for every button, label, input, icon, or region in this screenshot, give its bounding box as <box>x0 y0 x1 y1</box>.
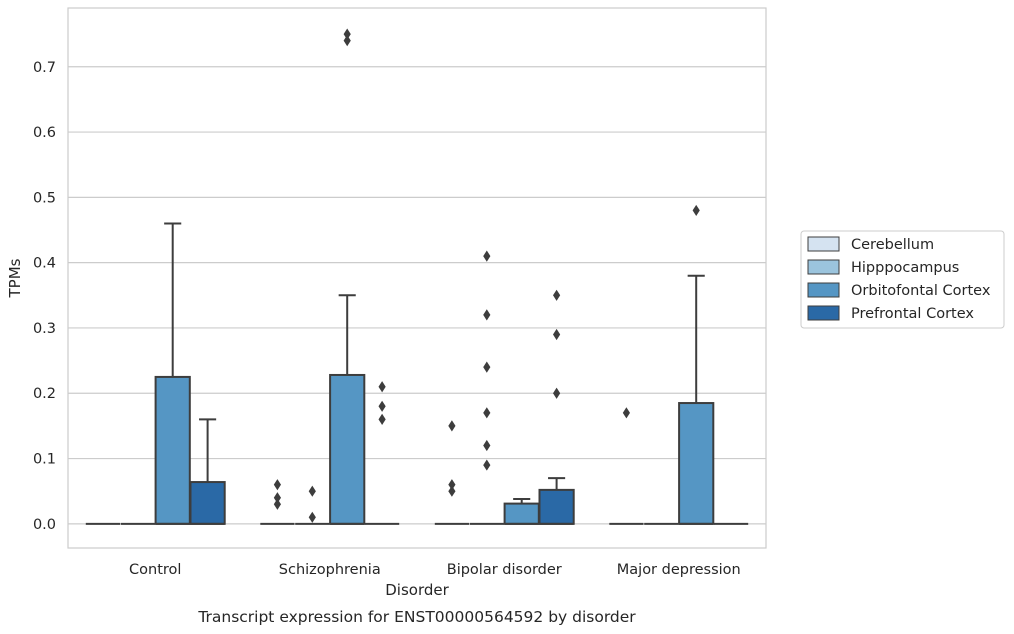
box-group <box>503 498 540 525</box>
box-body <box>329 373 366 525</box>
y-tick-label: 0.0 <box>33 517 56 533</box>
outlier-point <box>378 381 386 393</box>
y-tick-label: 0.6 <box>33 125 56 141</box>
outlier-point <box>483 459 491 471</box>
outlier-point <box>692 204 700 217</box>
legend-label: Orbitofontal Cortex <box>851 283 991 299</box>
box-body <box>189 481 226 525</box>
plot-boxes <box>85 28 749 525</box>
outlier-point <box>343 35 351 47</box>
box-group <box>678 204 715 525</box>
outlier-point <box>308 511 316 523</box>
box-group <box>609 407 644 525</box>
outlier-point <box>448 485 456 497</box>
y-tick-label: 0.7 <box>33 60 56 76</box>
outlier-point <box>273 498 281 510</box>
box-group <box>364 381 400 525</box>
legend: Cerebellum Hipppocampus Orbitofontal Corte… <box>800 230 1005 329</box>
box-body <box>538 488 575 525</box>
outlier-point <box>483 309 491 321</box>
outlier-point <box>553 328 561 341</box>
y-tick-label: 0.4 <box>33 256 56 272</box>
outlier-point <box>483 439 491 452</box>
y-tick-label: 0.5 <box>33 190 56 206</box>
outlier-point <box>308 485 316 497</box>
outlier-point <box>273 492 281 504</box>
y-axis-ticks: 0.0 0.1 0.2 0.3 0.4 0.5 0.6 0.7 <box>33 60 56 533</box>
outlier-point <box>483 250 491 262</box>
outlier-point <box>483 407 491 419</box>
chart-title: Transcript expression for ENST0000056459… <box>197 608 636 626</box>
box-group <box>189 418 226 525</box>
legend-swatch <box>807 236 840 252</box>
legend-frame <box>800 230 1005 329</box>
outlier-point <box>483 361 491 373</box>
y-axis-label: TPMs <box>6 258 24 298</box>
legend-swatch <box>807 305 840 321</box>
box-body <box>503 502 540 525</box>
legend-label: Hipppocampus <box>851 260 959 276</box>
outlier-point <box>448 420 456 432</box>
outlier-point <box>622 407 630 419</box>
outlier-point <box>553 289 561 301</box>
box-group <box>154 222 191 525</box>
outlier-point <box>378 400 386 412</box>
y-tick-label: 0.2 <box>33 386 56 402</box>
box-group <box>538 289 575 525</box>
x-axis-ticks: Control Schizophrenia Bipolar disorder Majo… <box>129 562 741 578</box>
y-tick-label: 0.3 <box>33 321 56 337</box>
y-tick-label: 0.1 <box>33 452 56 468</box>
x-tick-label: Major depression <box>617 562 741 578</box>
box-group <box>329 28 366 525</box>
outlier-point <box>343 28 351 40</box>
box-group <box>469 250 504 525</box>
legend-swatch <box>807 259 840 275</box>
plot-frame <box>67 7 767 549</box>
x-axis-label: Disorder <box>385 581 449 599</box>
legend-label: Cerebellum <box>851 237 934 253</box>
box-group <box>295 485 330 525</box>
x-tick-label: Schizophrenia <box>279 562 381 578</box>
box-group <box>260 479 295 525</box>
outlier-point <box>273 479 281 491</box>
outlier-point <box>378 413 386 425</box>
x-tick-label: Control <box>129 562 181 578</box>
box-body <box>678 402 715 525</box>
box-body <box>154 375 191 525</box>
legend-label: Prefrontal Cortex <box>851 306 974 322</box>
x-tick-label: Bipolar disorder <box>447 562 562 578</box>
outlier-point <box>448 479 456 491</box>
outlier-point <box>553 387 561 399</box>
legend-swatch <box>807 282 840 298</box>
box-group <box>434 420 470 525</box>
